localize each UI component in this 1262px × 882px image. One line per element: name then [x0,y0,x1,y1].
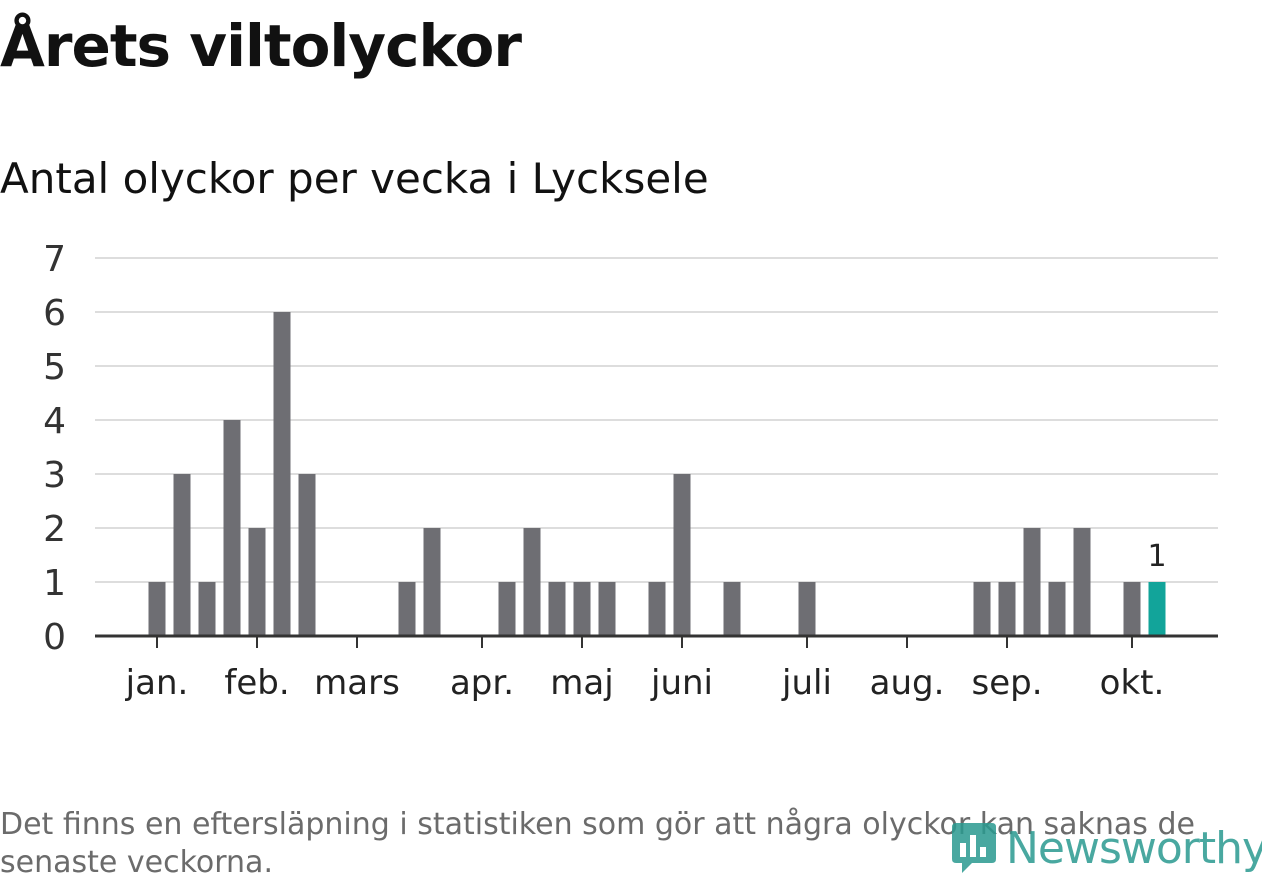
footnote: Det finns en eftersläpning i statistiken… [0,807,1195,880]
bar [573,582,591,636]
bar [548,582,566,636]
bar [598,582,616,636]
bar [273,312,291,636]
x-tick-label: juli [781,663,832,703]
bar [673,474,691,636]
x-tick-label: maj [550,663,613,703]
bar [648,582,666,636]
bar [498,582,516,636]
y-tick-label: 4 [43,401,66,442]
newsworthy-logo[interactable]: Newsworthy [950,818,1262,878]
bar-chart: 0 1 2 3 4 5 6 7 1 jan. feb. mars apr. maj juni juli aug.… [43,239,1218,703]
x-tick-label: apr. [450,663,514,703]
bar [1048,582,1066,636]
bar [1148,582,1166,636]
x-tick-label: sep. [971,663,1042,703]
newsworthy-logo-icon [952,823,996,873]
y-tick-label: 7 [43,239,66,280]
y-tick-label: 0 [43,617,66,658]
bar [398,582,416,636]
bar [973,582,991,636]
x-tick-label: aug. [870,663,945,703]
bar [423,528,441,636]
bar [298,474,316,636]
bar [148,582,166,636]
y-tick-label: 6 [43,293,66,334]
y-tick-label: 1 [43,563,66,604]
x-tick-label: jan. [125,663,189,703]
bar [1023,528,1041,636]
bar [248,528,266,636]
x-tick-label: mars [314,663,400,703]
bar [173,474,191,636]
chart-subtitle: Antal olyckor per vecka i Lycksele [0,154,709,203]
newsworthy-logo-text: Newsworthy [1006,822,1262,874]
x-tick-label: okt. [1100,663,1165,703]
chart-title: Årets viltolyckor [0,12,522,80]
bar [998,582,1016,636]
bar [723,582,741,636]
y-tick-label: 2 [43,509,66,550]
bar [798,582,816,636]
x-tick-label: feb. [224,663,289,703]
bar [1073,528,1091,636]
x-tick-label: juni [650,663,713,703]
y-tick-label: 3 [43,455,66,496]
bar [223,420,241,636]
y-tick-label: 5 [43,347,66,388]
bar [198,582,216,636]
bar [1123,582,1141,636]
bar [523,528,541,636]
bar-data-label: 1 [1147,539,1166,574]
